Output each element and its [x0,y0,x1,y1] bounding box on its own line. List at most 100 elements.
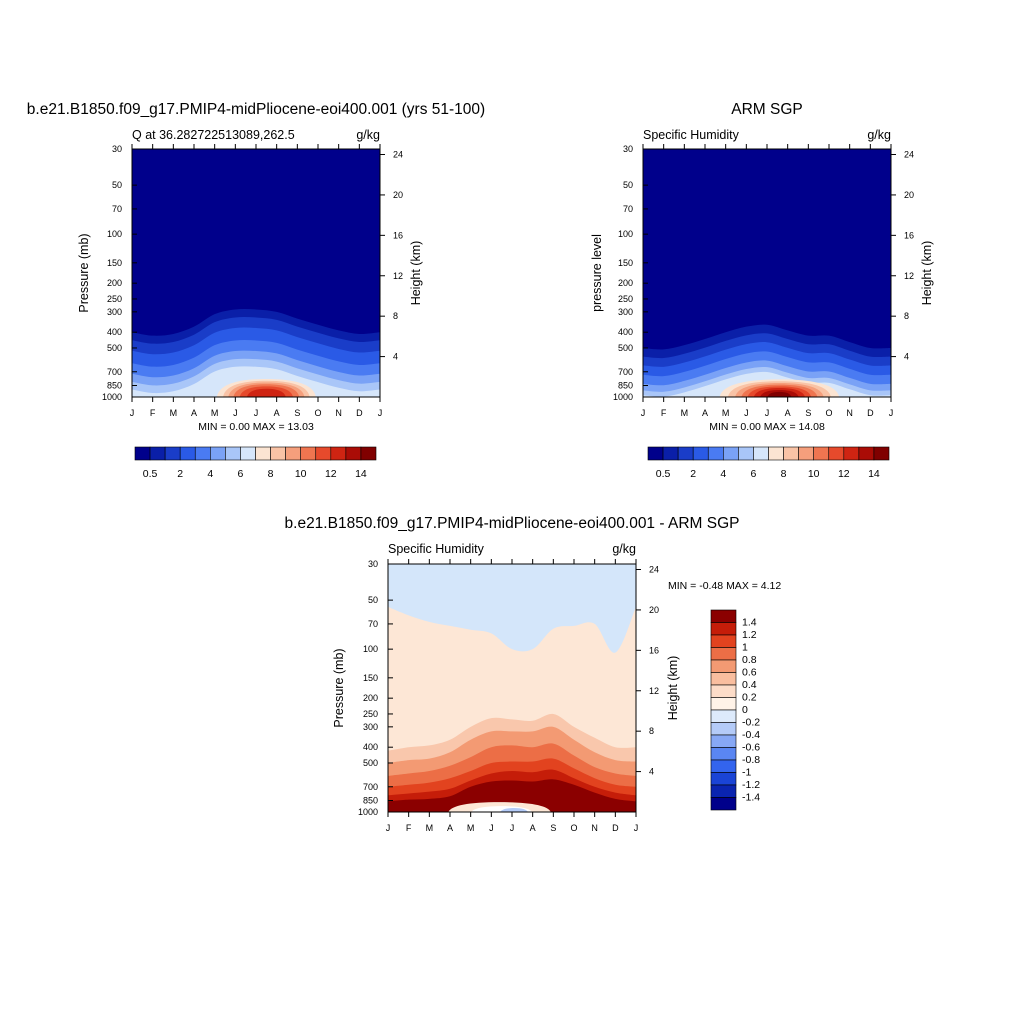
panel3-colorbar-box [710,684,737,698]
panel1-xtick-label: J [254,408,259,418]
panel3-colorbar-label: -0.2 [742,717,760,729]
panel2-colorbar-box [813,446,830,461]
panel1-xtick-label: J [130,408,135,418]
panel2-colorbar-box [692,446,709,461]
panel1-colorbar-box [345,446,362,461]
panel3-rtick-label: 24 [649,565,659,575]
panel1-colorbar-box [240,446,256,461]
panel1-colorbar-box [194,446,211,461]
panel2-xtick-label: A [702,408,708,418]
panel3-stats: MIN = -0.48 MAX = 4.12 [668,580,781,592]
panel1-ytick-label: 150 [107,258,122,268]
panel2-contours [643,149,891,397]
panel3-colorbar-box [710,659,737,673]
panel2-ytick-label: 70 [623,204,633,214]
panel2-xtick-label: J [765,408,770,418]
panel3-ytick-label: 300 [363,722,378,732]
panel3-colorbar-box [710,772,737,786]
panel2-xtick-label: J [889,408,894,418]
panel2-colorbar-box [647,446,664,461]
panel2-ylabel-right: Height (km) [920,241,934,306]
panel3-colorbar-box [710,672,737,686]
panel2-ytick-label: 400 [618,327,633,337]
panel-obs: ARM SGP Specific Humidity g/kg 305070100… [590,101,934,480]
panel2-colorbar-box [723,446,739,461]
panel1-colorbar-box [179,446,196,461]
panel1-ytick-label: 250 [107,294,122,304]
panel1-rtick-label: 16 [393,230,403,240]
panel2-ytick-label: 250 [618,294,633,304]
panel2-title: ARM SGP [731,101,802,118]
panel2-rtick-label: 8 [904,311,909,321]
panel1-right-ticks: 4 8 12 16 20 24 [380,150,403,362]
panel3-xtick-label: D [612,823,619,833]
panel3-colorbar-label: 0.6 [742,667,757,679]
panel1-colorbar-box [360,446,377,461]
panel3-colorbar-label: 0 [742,704,748,716]
panel3-colorbar-box [710,634,737,648]
panel2-xtick-label: J [641,408,646,418]
panel2-ytick-label: 100 [618,229,633,239]
panel2-ytick-label: 500 [618,343,633,353]
panel1-xtick-label: D [356,408,363,418]
panel3-right-ticks: 4 8 12 16 20 24 [636,565,659,777]
panel2-xtick-label: S [805,408,811,418]
panel1-rtick-label: 12 [393,271,403,281]
panel1-colorbar-box [134,446,151,461]
panel3-colorbar-box [710,797,737,811]
panel3-colorbar-label: -1 [742,767,751,779]
panel1-ytick-label: 850 [107,381,122,391]
panel1-ytick-label: 200 [107,278,122,288]
panel3-rtick-label: 20 [649,605,659,615]
panel3-colorbar-box [710,722,737,736]
panel2-rtick-label: 20 [904,190,914,200]
panel1-ytick-label: 1000 [102,392,122,402]
panel3-colorbar-box [710,759,737,773]
panel2-rtick-label: 16 [904,230,914,240]
panel2-ytick-label: 850 [618,381,633,391]
panel2-xtick-label: F [661,408,667,418]
panel2-ytick-label: 50 [623,180,633,190]
panel3-colorbar-box [710,697,737,711]
panel3-right-string: g/kg [612,542,636,556]
panel3-ylabel-right: Height (km) [666,656,680,721]
panel1-xtick-label: M [211,408,219,418]
panel1-xtick-label: J [378,408,383,418]
panel2-colorbar-box [843,446,860,461]
panel1-colorbar-label: 6 [238,468,244,480]
panel2-contour-band [767,391,792,397]
panel2-colorbar-label: 4 [720,468,726,480]
panel3-rtick-label: 16 [649,645,659,655]
panel3-colorbar: 1.41.210.80.60.40.20-0.2-0.4-0.6-0.8-1-1… [710,609,760,811]
panel3-ytick-label: 50 [368,595,378,605]
panel3-colorbar-label: -0.6 [742,742,760,754]
panel3-colorbar-label: -1.2 [742,779,760,791]
panel1-colorbar-box [300,446,317,461]
panel3-colorbar-box [710,747,737,761]
panel2-xtick-label: O [825,408,832,418]
panel2-xtick-label: A [785,408,791,418]
panel3-colorbar-box [710,609,737,623]
panel3-colorbar-label: 0.4 [742,679,757,691]
panel3-xtick-label: J [386,823,391,833]
panel3-colorbar-label: 1 [742,642,748,654]
panel1-ytick-label: 300 [107,307,122,317]
panel3-contours [388,564,636,812]
panel2-colorbar-box [828,446,845,461]
panel1-xtick-label: F [150,408,156,418]
panel2-colorbar-label: 0.5 [656,468,671,480]
panel3-contour-band [500,807,528,812]
panel1-colorbar-box [225,446,241,461]
panel3-ytick-label: 400 [363,742,378,752]
panel2-stats: MIN = 0.00 MAX = 14.08 [709,421,825,433]
panel2-colorbar-box [768,446,784,461]
panel1-colorbar-label: 14 [355,468,367,480]
panel3-contour-band [388,779,636,812]
panel3-left-string: Specific Humidity [388,542,485,556]
panel2-xtick-label: J [744,408,749,418]
panel1-colorbar-box [210,446,226,461]
